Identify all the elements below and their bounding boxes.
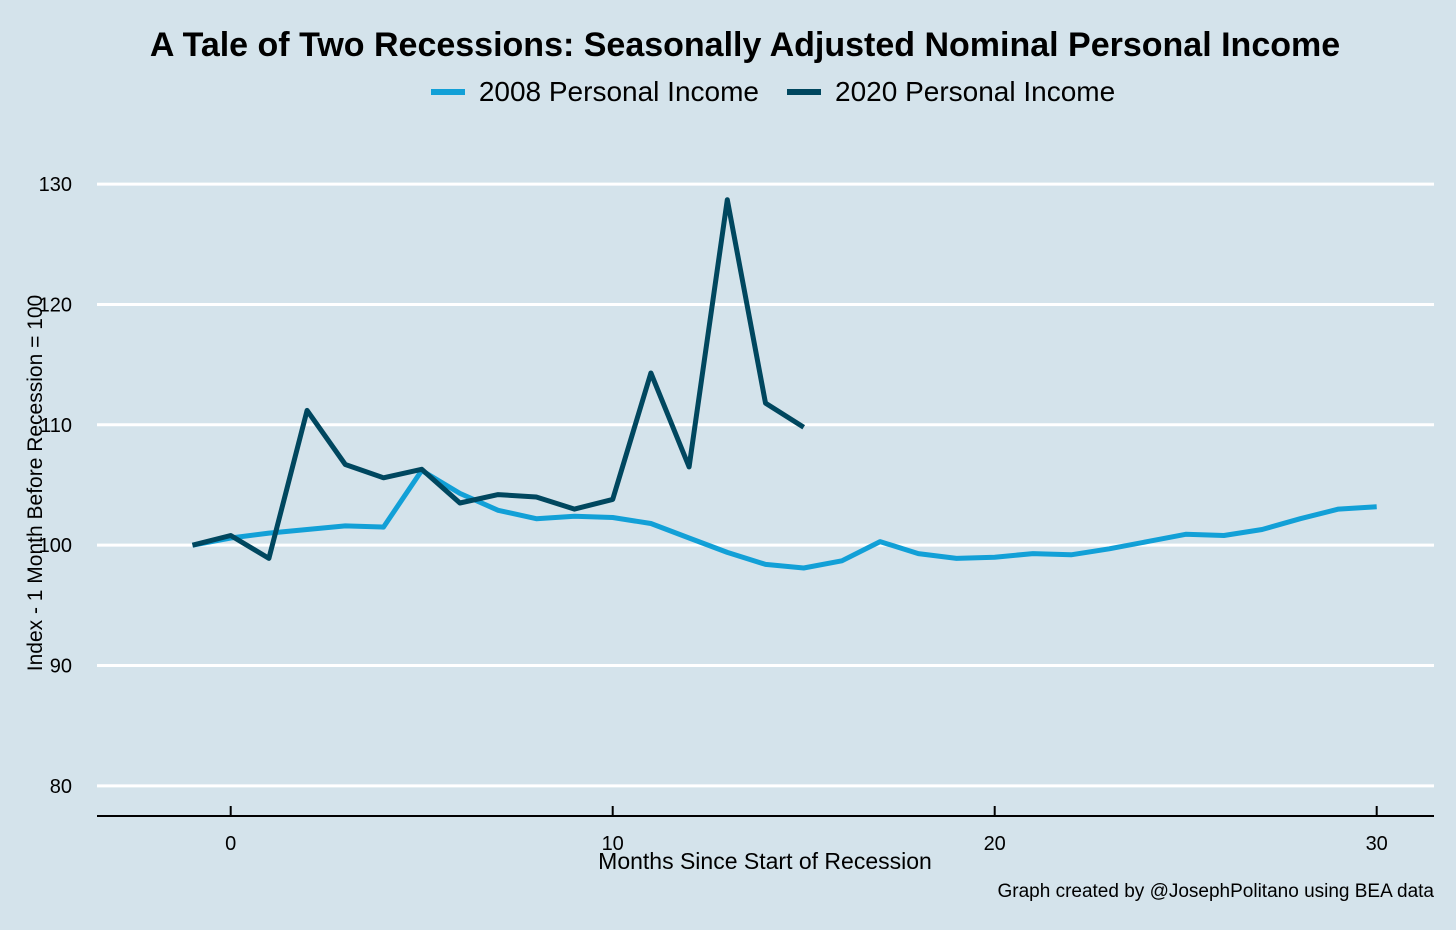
x-tick-label: 0	[225, 833, 236, 855]
legend-label-2020: 2020 Personal Income	[835, 76, 1116, 107]
y-tick-label: 100	[39, 535, 72, 557]
legend-label-2008: 2008 Personal Income	[478, 76, 759, 107]
legend-item-2008: 2008 Personal Income	[430, 76, 759, 108]
y-tick-label: 110	[40, 415, 72, 437]
y-axis-tick-labels: 80 90 100 110 120 130	[39, 174, 72, 798]
x-axis-title: Months Since Start of Recession	[598, 848, 932, 874]
series-lines	[191, 197, 1377, 571]
series-line-2020	[191, 197, 806, 561]
legend-swatch-2020	[787, 89, 821, 95]
x-tick-label: 30	[1366, 833, 1388, 855]
series-line-2008	[192, 468, 1377, 571]
y-axis-title: Index - 1 Month Before Recession = 100	[24, 294, 47, 672]
y-tick-label: 80	[50, 776, 72, 798]
gridlines	[97, 182, 1434, 788]
y-tick-label: 120	[39, 294, 72, 316]
source-caption: Graph created by @JosephPolitano using B…	[997, 881, 1434, 902]
x-tick-label: 10	[602, 833, 624, 855]
chart-title: A Tale of Two Recessions: Seasonally Adj…	[149, 26, 1341, 64]
legend-item-2020: 2020 Personal Income	[787, 76, 1115, 108]
x-tick-label: 20	[984, 833, 1006, 855]
legend: 2008 Personal Income 2020 Personal Incom…	[0, 76, 1456, 108]
x-axis-ticks: 0 10 20 30	[225, 806, 1388, 855]
y-tick-label: 90	[50, 656, 72, 678]
y-tick-label: 130	[39, 174, 72, 196]
legend-swatch-2008	[430, 89, 465, 95]
